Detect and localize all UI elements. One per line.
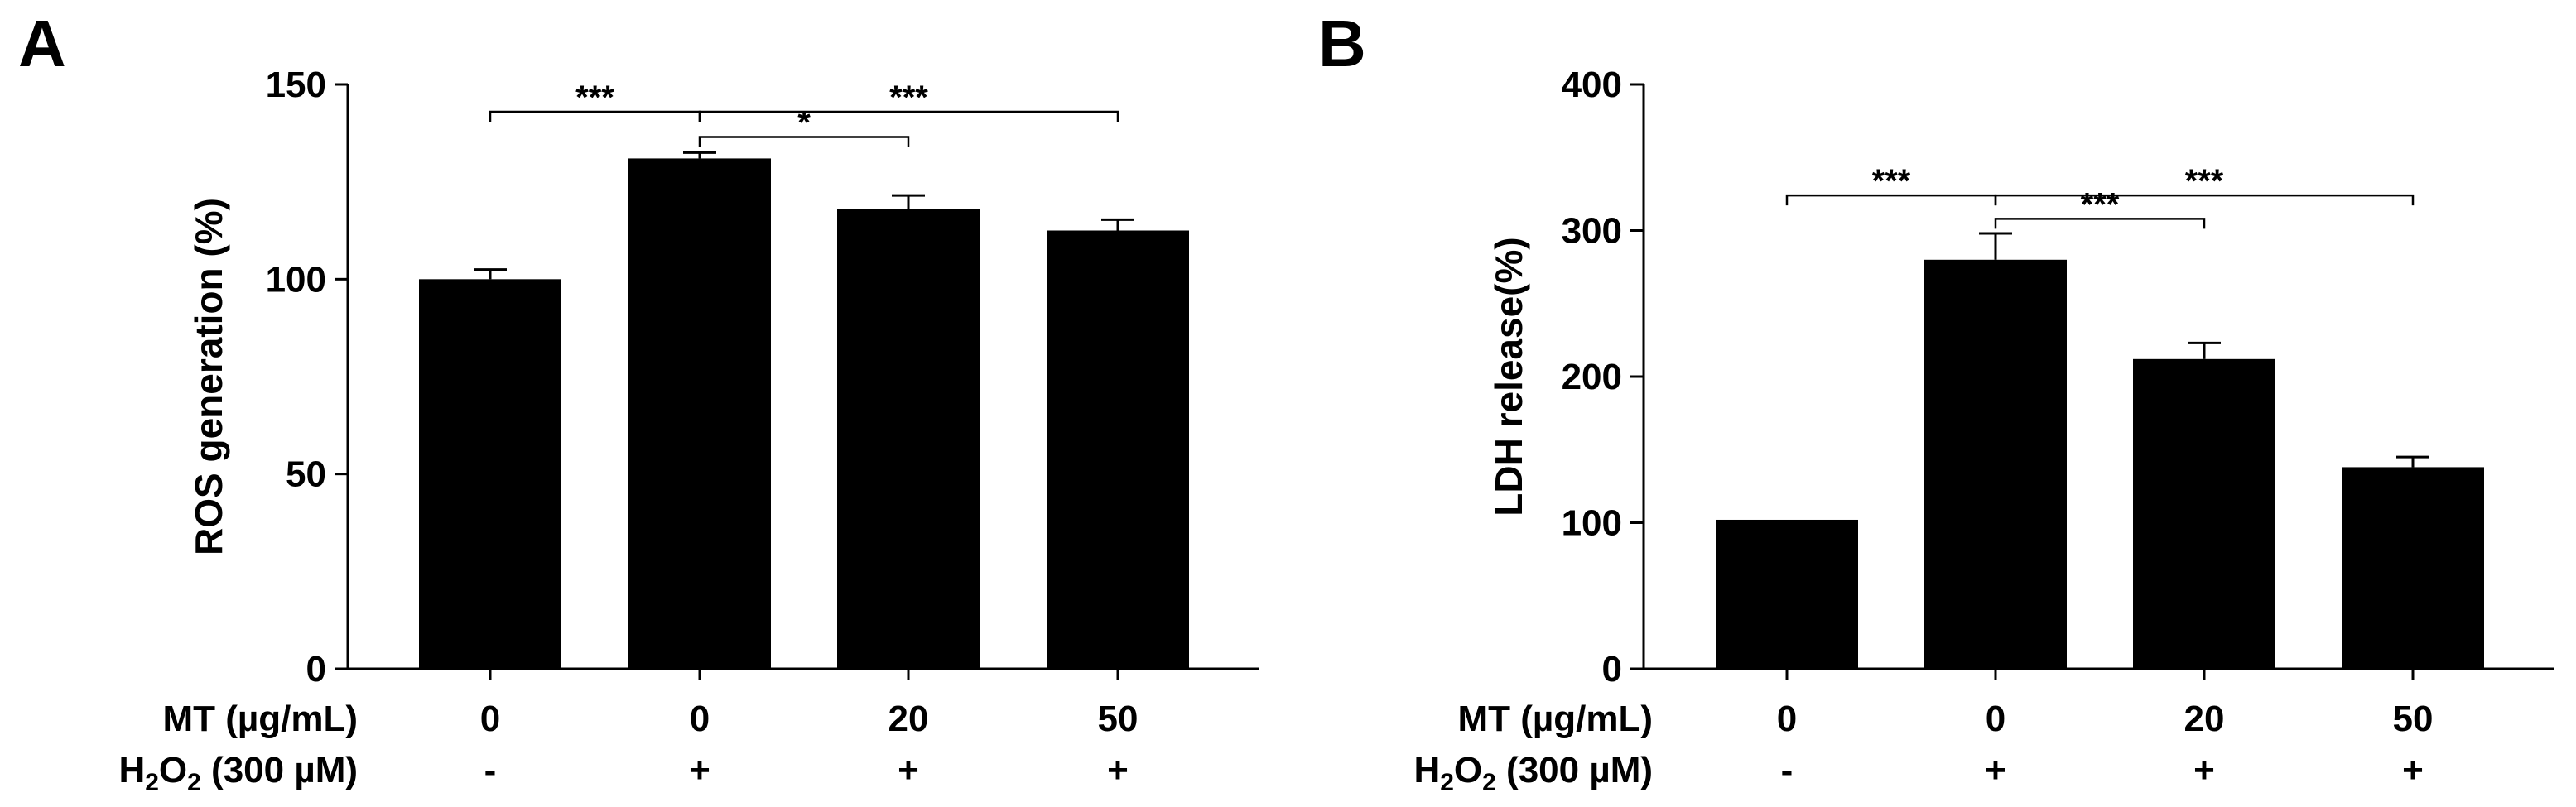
significance-bracket bbox=[698, 136, 910, 147]
panel-letter: B bbox=[1318, 7, 1366, 80]
significance-label: *** bbox=[2185, 163, 2224, 199]
y-tick-label: 200 bbox=[1562, 357, 1622, 397]
bar bbox=[419, 279, 561, 669]
treatment-value: + bbox=[1107, 750, 1129, 790]
bar bbox=[1924, 259, 2067, 669]
bar bbox=[1716, 519, 1858, 669]
treatment-value: 0 bbox=[480, 699, 500, 739]
bar bbox=[628, 158, 771, 670]
y-axis-title: ROS generation (%) bbox=[187, 198, 230, 555]
label-part: O bbox=[159, 750, 187, 790]
label-part: (300 µM) bbox=[201, 750, 358, 790]
treatment-value: - bbox=[484, 750, 497, 790]
y-tick-label: 400 bbox=[1562, 65, 1622, 105]
treatment-row-label: MT (µg/mL) bbox=[162, 699, 358, 739]
treatment-value: 0 bbox=[1777, 699, 1797, 739]
treatment-value: 50 bbox=[1098, 699, 1139, 739]
significance-label: *** bbox=[1872, 163, 1911, 199]
bar bbox=[1047, 230, 1189, 669]
y-tick-label: 50 bbox=[286, 454, 326, 495]
y-tick-label: 100 bbox=[266, 259, 326, 300]
significance-bracket bbox=[1994, 194, 2415, 206]
label-part: H bbox=[118, 750, 145, 790]
y-tick-label: 0 bbox=[306, 649, 326, 689]
treatment-row-label: MT (µg/mL) bbox=[1457, 699, 1653, 739]
treatment-row-label: H2O2 (300 µM) bbox=[118, 750, 358, 796]
significance-label: *** bbox=[889, 79, 928, 116]
bar bbox=[837, 209, 980, 669]
y-tick-label: 100 bbox=[1562, 503, 1622, 544]
y-tick-label: 300 bbox=[1562, 211, 1622, 252]
treatment-value: 0 bbox=[1986, 699, 2005, 739]
label-part: H bbox=[1413, 750, 1440, 790]
treatment-value: 20 bbox=[888, 699, 929, 739]
significance-bracket bbox=[698, 110, 1119, 122]
y-tick-label: 0 bbox=[1602, 649, 1622, 689]
subscript: 2 bbox=[1482, 769, 1496, 796]
treatment-value: + bbox=[2402, 750, 2424, 790]
bar bbox=[2342, 467, 2484, 669]
treatment-value: + bbox=[898, 750, 919, 790]
treatment-value: 20 bbox=[2184, 699, 2225, 739]
significance-label: * bbox=[797, 105, 811, 142]
treatment-value: + bbox=[2193, 750, 2215, 790]
panel-letter: A bbox=[18, 7, 66, 80]
label-part: O bbox=[1454, 750, 1482, 790]
significance-bracket bbox=[1994, 218, 2206, 229]
treatment-value: + bbox=[1985, 750, 2006, 790]
subscript: 2 bbox=[145, 769, 159, 796]
bar bbox=[2133, 358, 2275, 669]
subscript: 2 bbox=[187, 769, 201, 796]
y-axis-title: LDH release(%) bbox=[1487, 237, 1530, 516]
significance-label: *** bbox=[2081, 186, 2120, 223]
treatment-value: + bbox=[689, 750, 710, 790]
treatment-value: - bbox=[1781, 750, 1794, 790]
treatment-value: 0 bbox=[690, 699, 710, 739]
subscript: 2 bbox=[1440, 769, 1454, 796]
treatment-row-label: H2O2 (300 µM) bbox=[1413, 750, 1653, 796]
label-part: (300 µM) bbox=[1496, 750, 1653, 790]
treatment-value: 50 bbox=[2393, 699, 2434, 739]
significance-label: *** bbox=[575, 79, 614, 116]
y-tick-label: 150 bbox=[266, 65, 326, 105]
